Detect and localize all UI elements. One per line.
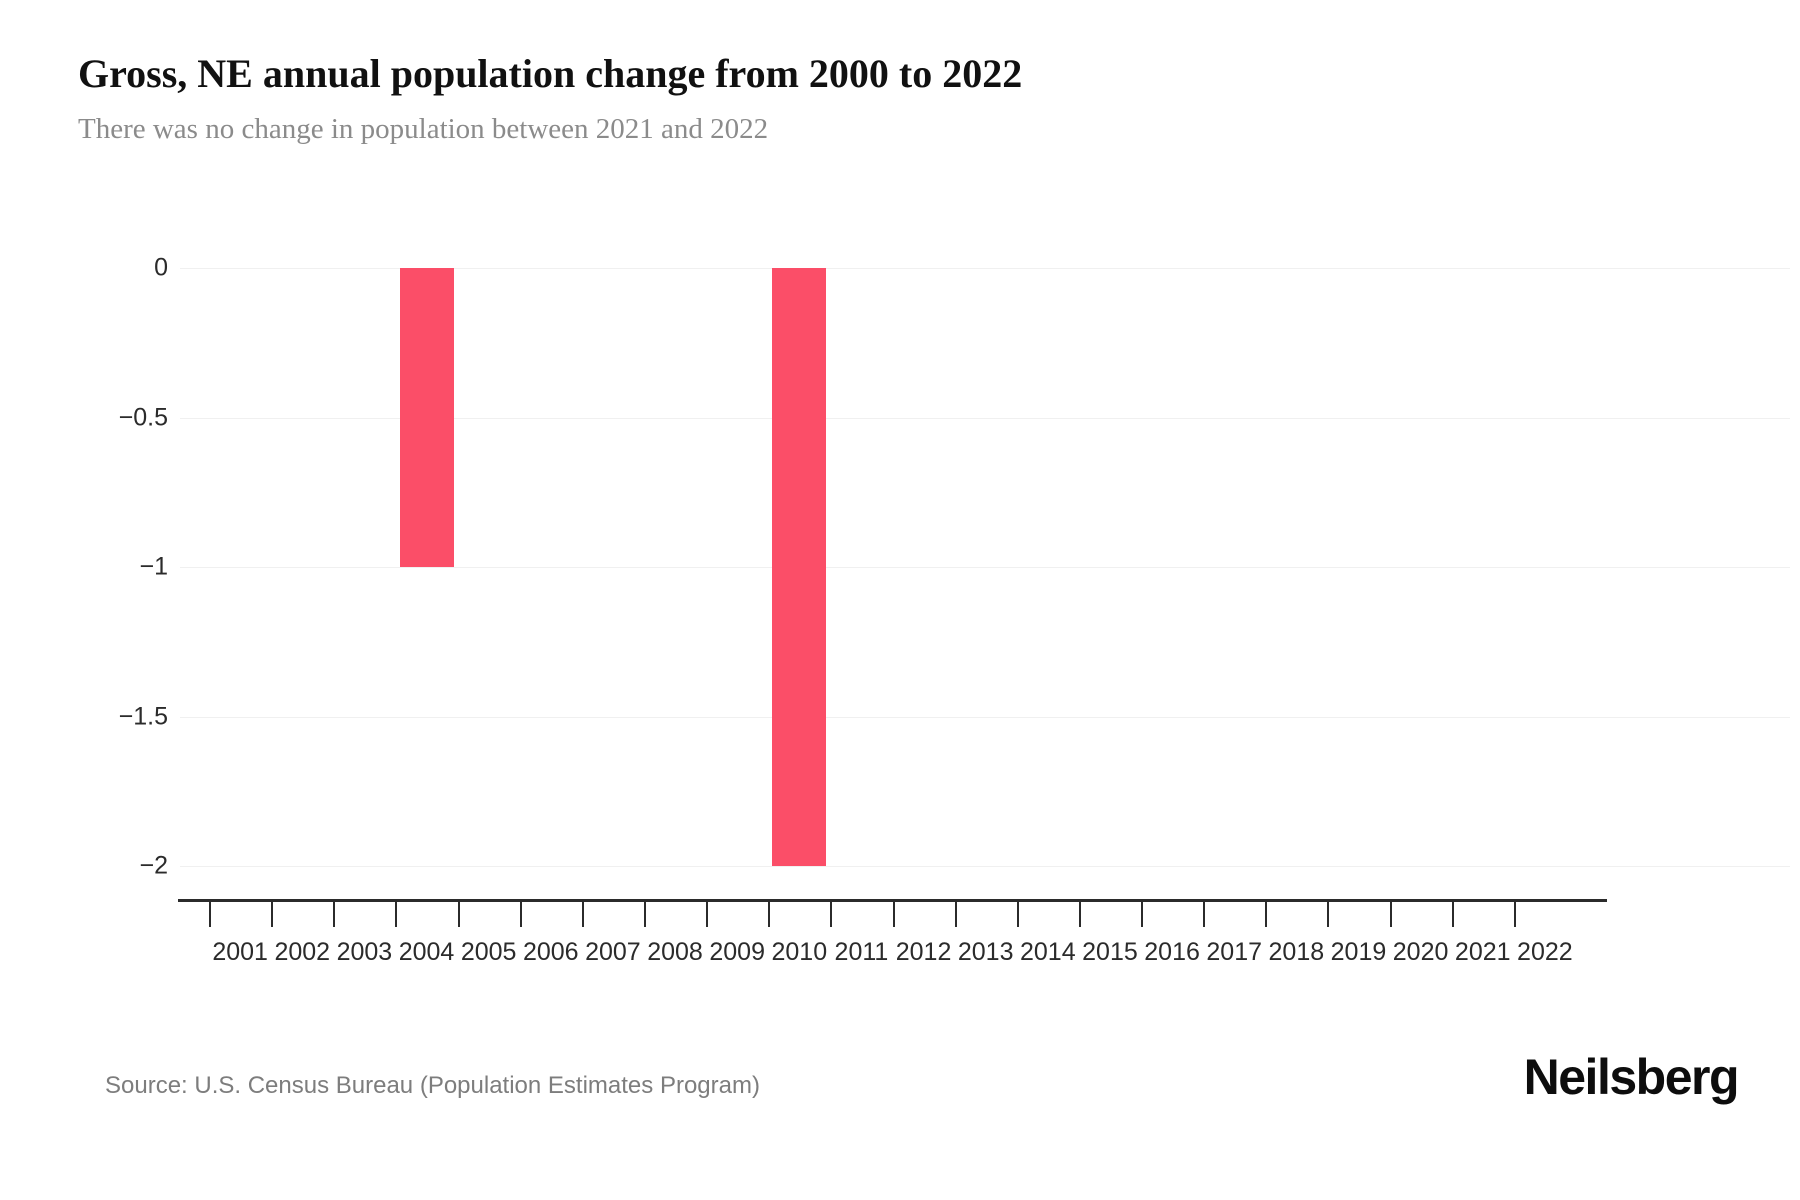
- x-axis-tick-label: 2006: [522, 938, 579, 966]
- x-axis-tick: [333, 901, 336, 927]
- bar-2010[interactable]: [772, 268, 827, 866]
- gridline: [180, 866, 1790, 867]
- x-axis-tick-label: 2011: [834, 938, 889, 966]
- x-axis-tick: [1389, 901, 1392, 927]
- x-axis-tick: [1327, 901, 1330, 927]
- gridline: [180, 716, 1790, 718]
- x-axis-line: [178, 899, 1607, 902]
- x-axis-tick: [892, 901, 895, 927]
- x-axis-tick: [209, 901, 212, 927]
- x-axis-tick-label: 2014: [1020, 938, 1076, 966]
- gridline: [180, 417, 1790, 419]
- x-axis-tick-label: 2020: [1392, 938, 1449, 966]
- x-axis-tick-label: 2004: [398, 938, 455, 966]
- x-axis-tick: [457, 901, 460, 927]
- x-axis-tick: [706, 901, 709, 927]
- plot-area: [180, 268, 1790, 867]
- y-axis-tick-label: −1.5: [118, 702, 168, 730]
- x-axis-tick-label: 2017: [1206, 938, 1263, 966]
- x-axis-tick-label: 2015: [1082, 938, 1138, 966]
- brand-logo: Neilsberg: [1523, 1049, 1740, 1105]
- x-axis-tick: [1203, 901, 1206, 927]
- x-axis-tick: [1016, 901, 1019, 927]
- x-axis-tick: [395, 901, 398, 927]
- bar-2004[interactable]: [399, 268, 454, 567]
- x-axis-tick-label: 2021: [1454, 938, 1511, 966]
- y-axis-tick-label: −1: [139, 552, 168, 581]
- x-axis-tick-label: 2016: [1144, 938, 1200, 966]
- x-axis-tick: [1078, 901, 1081, 927]
- x-axis-tick-label: 2012: [895, 938, 952, 966]
- x-axis-tick: [519, 901, 522, 927]
- x-axis-tick-label: 2019: [1330, 938, 1387, 966]
- x-axis-tick: [1451, 901, 1454, 927]
- x-axis-tick: [954, 901, 957, 927]
- x-axis-tick-label: 2010: [771, 938, 828, 966]
- chart-header: Gross, NE annual population change from …: [78, 48, 1718, 149]
- x-axis-tick-label: 2002: [274, 938, 331, 966]
- x-axis-tick-label: 2008: [647, 938, 703, 966]
- x-axis-tick-label: 2013: [957, 938, 1014, 966]
- x-axis-tick-label: 2005: [460, 938, 517, 966]
- x-axis-tick: [1141, 901, 1144, 927]
- gridline: [180, 567, 1790, 568]
- x-axis-tick: [768, 901, 771, 927]
- page-title: Gross, NE annual population change from …: [78, 51, 1023, 96]
- x-axis-tick: [1265, 901, 1268, 927]
- gridline: [180, 268, 1790, 269]
- x-axis-tick: [830, 901, 833, 927]
- x-axis-tick-label: 2009: [709, 938, 765, 966]
- x-axis-tick-label: 2022: [1517, 938, 1573, 966]
- x-axis-tick-label: 2018: [1268, 938, 1325, 966]
- y-axis-tick-label: −2: [139, 851, 168, 880]
- x-axis-tick-label: 2001: [212, 938, 268, 966]
- x-axis-tick-label: 2007: [585, 938, 641, 966]
- x-axis-tick-label: 2003: [336, 938, 393, 966]
- x-axis-tick: [581, 901, 584, 927]
- x-axis-tick: [1513, 901, 1516, 927]
- x-axis-tick: [271, 901, 274, 927]
- y-axis-tick-label: 0: [154, 253, 168, 282]
- chart-subtitle: There was no change in population betwee…: [78, 113, 769, 145]
- x-axis-tick: [643, 901, 646, 927]
- source-note: Source: U.S. Census Bureau (Population E…: [105, 1072, 760, 1099]
- y-axis-tick-label: −0.5: [118, 403, 168, 431]
